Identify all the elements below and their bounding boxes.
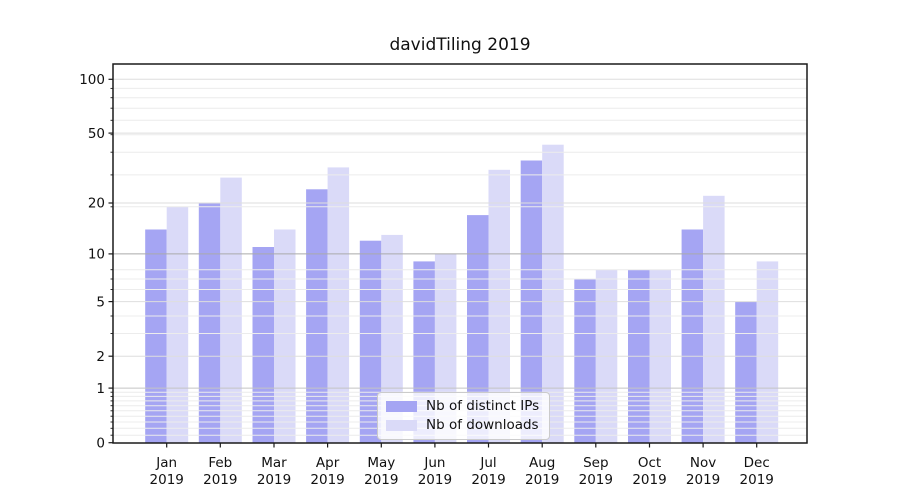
x-tick-label-aug: Aug 2019	[525, 455, 559, 488]
bar-distinct-ips-nov	[681, 229, 704, 443]
legend-swatch-distinct-ips	[386, 400, 417, 412]
bar-downloads-feb	[220, 177, 242, 443]
bar-downloads-aug	[542, 144, 564, 443]
bar-distinct-ips-jul	[467, 215, 489, 443]
y-tick-label-1: 1	[96, 381, 105, 397]
grid-layer	[113, 78, 807, 436]
x-tick-label-jul: Jul 2019	[471, 455, 505, 488]
x-tick-label-jan: Jan 2019	[150, 455, 184, 488]
legend-item-downloads: Nb of downloads	[386, 417, 539, 433]
bar-downloads-dec	[756, 261, 779, 443]
x-tick-label-may: May 2019	[364, 455, 398, 488]
legend-item-distinct-ips: Nb of distinct IPs	[386, 398, 539, 414]
y-tick-labels: 0 1 2 5 10 20 50 100	[79, 72, 105, 451]
bar-downloads-jul	[488, 169, 510, 444]
bar-downloads-nov	[703, 195, 725, 443]
x-tick-label-apr: Apr 2019	[310, 455, 344, 488]
bar-downloads-jan	[166, 206, 189, 443]
bar-distinct-ips-mar	[252, 247, 274, 443]
x-tick-label-feb: Feb 2019	[203, 455, 237, 488]
legend-label-distinct-ips: Nb of distinct IPs	[426, 398, 540, 414]
y-tick-label-20: 20	[88, 196, 105, 212]
bar-distinct-ips-feb	[198, 203, 221, 443]
chart-title: davidTiling 2019	[389, 35, 531, 55]
bar-downloads-may	[381, 234, 403, 443]
x-tick-label-mar: Mar 2019	[257, 455, 291, 488]
y-tick-label-5: 5	[96, 294, 105, 310]
legend-swatch-downloads	[386, 419, 417, 431]
x-tick-label-oct: Oct 2019	[632, 455, 666, 488]
x-tick-label-dec: Dec 2019	[740, 455, 774, 488]
ticks-layer	[108, 78, 758, 448]
bar-distinct-ips-sep	[574, 279, 596, 443]
bar-downloads-apr	[327, 167, 350, 443]
bar-distinct-ips-jan	[145, 229, 167, 443]
x-tick-label-sep: Sep 2019	[579, 455, 613, 488]
x-tick-labels: Jan 2019 Feb 2019 Mar 2019 Apr 2019 May 2019 Jun 20…	[150, 455, 774, 488]
x-tick-label-jun: Jun 2019	[418, 455, 452, 488]
legend: Nb of distinct IPs Nb of downloads	[377, 392, 551, 440]
y-tick-label-0: 0	[96, 435, 105, 451]
y-tick-label-2: 2	[96, 349, 105, 365]
y-tick-label-100: 100	[79, 72, 105, 88]
y-tick-label-50: 50	[88, 126, 105, 142]
bar-distinct-ips-dec	[735, 301, 757, 443]
bar-downloads-mar	[274, 229, 296, 443]
y-tick-label-10: 10	[88, 247, 105, 263]
x-tick-label-nov: Nov 2019	[686, 455, 720, 488]
legend-label-downloads: Nb of downloads	[426, 417, 539, 433]
